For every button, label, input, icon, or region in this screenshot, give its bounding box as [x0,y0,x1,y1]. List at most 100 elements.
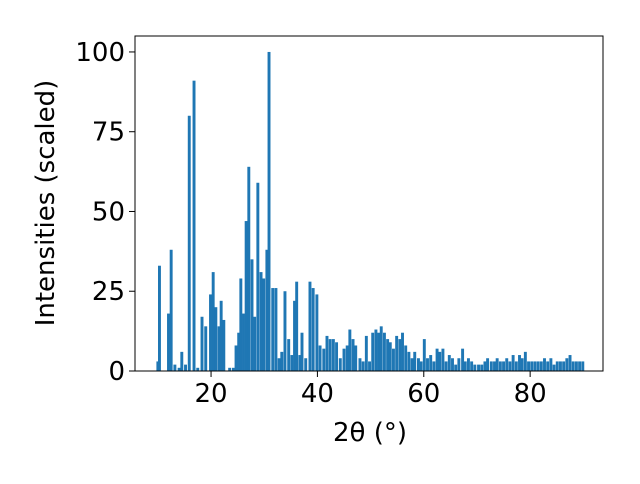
bar [256,182,260,371]
bar [401,332,404,371]
bar [543,358,546,371]
bar [473,364,477,371]
bar [514,361,518,371]
bar [377,332,381,371]
bar [214,307,218,371]
bar [511,355,515,371]
bar [244,221,248,371]
bar [156,361,160,371]
bar [493,361,496,371]
y-tick-label: 25 [92,277,125,307]
bar [345,345,349,371]
bar [374,329,378,371]
bar [555,361,559,371]
axes-frame [134,35,604,372]
bar [502,361,506,371]
bar [259,272,263,371]
bar [315,294,319,371]
bar [438,351,442,371]
bar [247,166,251,371]
bar [300,332,304,371]
bar [364,335,368,371]
bar [508,361,512,371]
bar [262,278,266,371]
bar [565,358,569,371]
bar [325,335,329,371]
bar [441,348,445,371]
bar [470,361,474,371]
bar [342,348,346,371]
bar [407,351,411,371]
bar [444,361,448,371]
bar [265,249,269,371]
bar [304,358,308,371]
bar [483,361,487,371]
bar [463,361,467,371]
bar [457,358,461,371]
bar [432,361,436,371]
bar [222,319,226,371]
bar [348,329,352,371]
bar [287,339,291,371]
bar [335,342,339,371]
bar [413,351,417,371]
y-tick-label: 50 [92,197,125,227]
y-tick-label: 0 [108,357,125,387]
bar [549,358,553,371]
bar [308,281,312,371]
y-tick-label: 75 [92,118,125,148]
bar [451,358,454,371]
bar [498,361,502,371]
bar [416,358,420,371]
bar [382,332,386,371]
bar [228,367,232,371]
bar [177,367,181,371]
bar [568,355,572,371]
bar [234,345,238,371]
bar [283,291,287,371]
bar [395,335,399,371]
bar [338,358,342,371]
bar [489,361,493,371]
bar [196,367,200,371]
bar [571,361,575,371]
x-axis-label: 2θ (°) [333,418,407,448]
y-axis-label: Intensities (scaled) [31,80,61,327]
bar [527,361,531,371]
plot-area [156,51,585,372]
bar [295,281,299,371]
bar [426,358,429,371]
bar [574,361,578,371]
bar [253,316,257,371]
bar [293,300,297,371]
bar [404,345,408,371]
bar [158,265,161,371]
bar [358,358,362,371]
bar [169,249,173,371]
bar [518,355,521,371]
bar [361,361,365,371]
bar [211,272,215,371]
bar [298,355,302,371]
bar [486,358,490,371]
bar [331,339,335,371]
bar [239,278,243,371]
bar [447,355,451,371]
bar [422,339,426,371]
bar [379,326,383,371]
bar [173,364,177,371]
bar [187,115,191,371]
bar [311,288,315,371]
bar [318,345,322,371]
bar [219,300,223,371]
bar [280,351,284,371]
bar [290,355,294,371]
bar [209,294,212,371]
bar [562,361,566,371]
bar [539,361,543,371]
bar [184,364,187,371]
bar [180,351,184,371]
bar [410,358,414,371]
